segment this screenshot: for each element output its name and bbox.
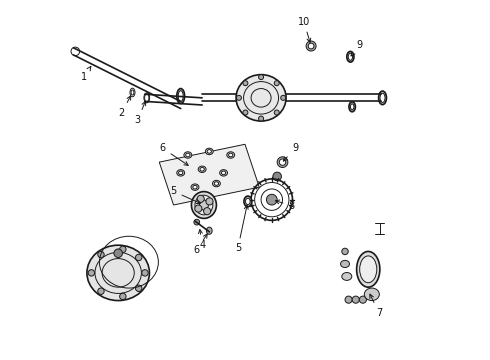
Text: 1: 1 <box>80 67 91 82</box>
Circle shape <box>352 296 359 303</box>
Text: 4: 4 <box>198 230 205 250</box>
Ellipse shape <box>213 180 220 187</box>
Circle shape <box>243 81 248 86</box>
Ellipse shape <box>177 89 185 104</box>
Ellipse shape <box>364 288 379 301</box>
Circle shape <box>274 81 279 86</box>
Circle shape <box>114 249 122 257</box>
Ellipse shape <box>349 102 355 112</box>
Ellipse shape <box>228 153 233 157</box>
Circle shape <box>237 95 242 100</box>
Ellipse shape <box>87 245 149 301</box>
Text: 2: 2 <box>119 96 131 118</box>
Ellipse shape <box>220 170 227 176</box>
Ellipse shape <box>341 260 349 267</box>
Circle shape <box>308 43 314 49</box>
Circle shape <box>267 194 277 205</box>
Ellipse shape <box>244 196 252 207</box>
Ellipse shape <box>214 182 219 185</box>
Text: 5: 5 <box>235 205 248 253</box>
Ellipse shape <box>342 273 352 280</box>
Ellipse shape <box>191 184 199 190</box>
Ellipse shape <box>347 51 354 62</box>
Circle shape <box>274 110 279 115</box>
Ellipse shape <box>195 195 213 215</box>
Ellipse shape <box>199 200 208 210</box>
Ellipse shape <box>178 91 183 102</box>
Ellipse shape <box>193 185 197 189</box>
Ellipse shape <box>221 171 226 175</box>
Text: 5: 5 <box>171 186 200 204</box>
Circle shape <box>243 110 248 115</box>
Circle shape <box>120 293 126 300</box>
Circle shape <box>98 288 104 294</box>
Text: 6: 6 <box>160 143 188 165</box>
Ellipse shape <box>245 198 250 204</box>
Circle shape <box>306 41 316 51</box>
Circle shape <box>142 270 148 276</box>
Ellipse shape <box>198 166 206 172</box>
Ellipse shape <box>186 153 190 157</box>
Text: 9: 9 <box>283 143 298 161</box>
Circle shape <box>197 195 204 202</box>
Circle shape <box>345 296 352 303</box>
Circle shape <box>259 75 264 80</box>
Ellipse shape <box>348 53 352 60</box>
Ellipse shape <box>380 93 385 103</box>
Ellipse shape <box>350 104 354 110</box>
Text: 6: 6 <box>194 234 207 255</box>
Ellipse shape <box>207 150 211 153</box>
Text: 9: 9 <box>351 40 363 56</box>
Polygon shape <box>159 144 259 205</box>
Circle shape <box>195 205 202 212</box>
Text: 8: 8 <box>275 200 294 211</box>
Circle shape <box>259 116 264 121</box>
Ellipse shape <box>144 93 149 103</box>
Circle shape <box>136 254 142 261</box>
Text: 10: 10 <box>298 17 311 42</box>
Ellipse shape <box>342 248 348 255</box>
Text: 3: 3 <box>135 102 146 125</box>
Circle shape <box>203 208 211 215</box>
Circle shape <box>194 219 199 225</box>
Ellipse shape <box>206 227 212 234</box>
Ellipse shape <box>178 171 183 175</box>
Ellipse shape <box>184 152 192 158</box>
Ellipse shape <box>379 91 387 105</box>
Ellipse shape <box>192 192 217 219</box>
Ellipse shape <box>236 75 286 121</box>
Circle shape <box>273 172 281 181</box>
Circle shape <box>98 251 104 258</box>
Circle shape <box>359 296 367 303</box>
Circle shape <box>206 198 213 205</box>
Circle shape <box>120 246 126 252</box>
Circle shape <box>136 285 142 292</box>
Circle shape <box>281 95 286 100</box>
Circle shape <box>277 157 288 167</box>
Ellipse shape <box>357 251 380 287</box>
Ellipse shape <box>145 94 149 102</box>
Ellipse shape <box>177 170 185 176</box>
Ellipse shape <box>205 148 213 155</box>
Ellipse shape <box>227 152 235 158</box>
Ellipse shape <box>200 167 204 171</box>
Circle shape <box>279 159 286 165</box>
Circle shape <box>88 270 95 276</box>
Text: 7: 7 <box>370 294 382 318</box>
Ellipse shape <box>360 256 377 283</box>
